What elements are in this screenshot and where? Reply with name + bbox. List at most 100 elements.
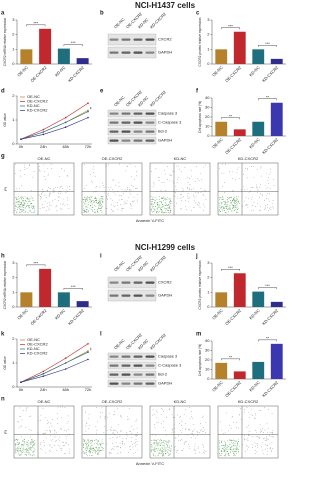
- event: [239, 408, 241, 410]
- y-axis-label: CXCR2 mRNA relative expression: [3, 18, 7, 67]
- event: [59, 436, 61, 438]
- x-tick-label: 24h: [40, 387, 47, 392]
- event: [181, 424, 183, 426]
- event: [270, 446, 271, 448]
- event: [131, 185, 133, 186]
- event: [90, 204, 91, 206]
- event: [163, 197, 165, 199]
- event: [87, 443, 89, 444]
- event: [53, 436, 55, 438]
- event: [255, 412, 257, 414]
- event: [16, 198, 17, 200]
- event: [154, 427, 156, 429]
- event: [28, 440, 29, 441]
- event: [203, 452, 204, 453]
- event: [43, 207, 45, 208]
- event: [153, 186, 154, 188]
- event: [157, 203, 158, 205]
- event: [33, 206, 35, 208]
- event: [168, 442, 170, 443]
- event: [200, 172, 202, 174]
- event: [164, 209, 166, 211]
- blot-strip: [107, 352, 157, 361]
- significance: **: [229, 354, 233, 359]
- event: [152, 453, 154, 455]
- event: [264, 407, 265, 409]
- event: [96, 407, 97, 408]
- event: [270, 436, 272, 438]
- event: [261, 446, 262, 448]
- event: [200, 188, 202, 189]
- event: [192, 207, 194, 208]
- event: [225, 454, 227, 455]
- event: [237, 444, 239, 445]
- event: [236, 172, 238, 174]
- event: [162, 453, 163, 455]
- event: [28, 206, 30, 208]
- event: [25, 444, 27, 445]
- event: [224, 192, 226, 193]
- event: [229, 444, 230, 445]
- event: [237, 448, 239, 450]
- event: [222, 199, 223, 201]
- event: [218, 445, 220, 447]
- event: [159, 198, 160, 200]
- event: [41, 197, 42, 199]
- event: [219, 209, 220, 211]
- event: [54, 440, 56, 442]
- event: [267, 447, 269, 449]
- event: [177, 178, 178, 180]
- point: [64, 368, 67, 370]
- event: [159, 201, 160, 202]
- event: [18, 421, 19, 423]
- event: [219, 441, 220, 443]
- event: [122, 443, 123, 445]
- event: [101, 196, 103, 197]
- event: [94, 197, 96, 199]
- event: [231, 201, 233, 203]
- event: [196, 435, 198, 436]
- event: [116, 446, 117, 448]
- event: [157, 411, 159, 413]
- event: [88, 450, 90, 451]
- event: [59, 187, 60, 189]
- event: [155, 440, 157, 442]
- event: [40, 414, 42, 416]
- event: [91, 206, 93, 208]
- event: [188, 200, 189, 202]
- event: [118, 199, 120, 201]
- event: [163, 182, 165, 183]
- event: [134, 443, 136, 444]
- event: [257, 189, 259, 191]
- event: [60, 193, 62, 194]
- event: [236, 449, 238, 451]
- event: [160, 450, 162, 452]
- line: [20, 359, 89, 383]
- event: [14, 452, 16, 454]
- event: [162, 204, 164, 206]
- event: [221, 208, 223, 210]
- event: [184, 442, 186, 444]
- event: [257, 202, 258, 204]
- event: [252, 447, 253, 448]
- event: [121, 441, 123, 443]
- event: [225, 451, 227, 453]
- blot-band: [121, 121, 131, 124]
- event: [234, 203, 236, 204]
- event: [110, 198, 112, 200]
- point: [64, 116, 67, 119]
- event: [92, 440, 93, 442]
- blot-band: [145, 355, 155, 358]
- event: [16, 212, 17, 213]
- event: [101, 207, 102, 209]
- event: [17, 447, 18, 449]
- event: [32, 442, 33, 444]
- event: [273, 179, 275, 180]
- event: [84, 442, 86, 444]
- event: [184, 423, 186, 425]
- event: [84, 187, 86, 189]
- event: [151, 204, 153, 206]
- event: [120, 430, 122, 431]
- event: [48, 207, 50, 209]
